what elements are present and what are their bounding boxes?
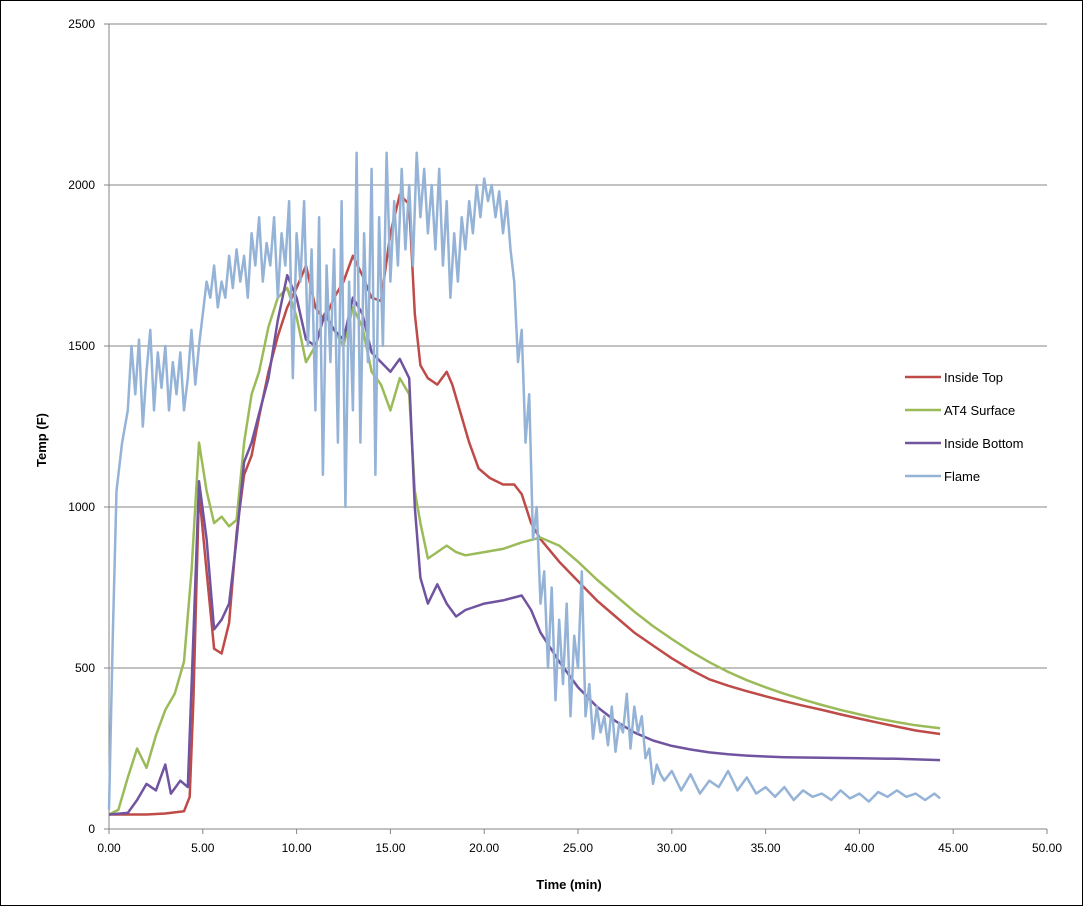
- legend-label-inside-bottom: Inside Bottom: [944, 436, 1024, 451]
- series-line-at4-surface: [108, 286, 941, 816]
- y-tick-label-0: 0: [88, 822, 95, 836]
- series-lines: [107, 151, 941, 816]
- axes: [104, 23, 1048, 834]
- x-axis-title: Time (min): [536, 877, 602, 892]
- x-tick-label-5: 25.00: [563, 841, 593, 855]
- x-tick-label-8: 40.00: [844, 841, 874, 855]
- series-line-inside-bottom: [108, 273, 941, 816]
- x-tick-label-0: 0.00: [97, 841, 121, 855]
- x-tick-label-7: 35.00: [751, 841, 781, 855]
- x-tick-label-6: 30.00: [657, 841, 687, 855]
- x-tick-label-2: 10.00: [282, 841, 312, 855]
- x-tick-label-4: 20.00: [469, 841, 499, 855]
- x-tick-label-3: 15.00: [375, 841, 405, 855]
- x-tick-label-9: 45.00: [938, 841, 968, 855]
- series-line-inside-top: [109, 193, 941, 816]
- x-tick-label-10: 50.00: [1032, 841, 1062, 855]
- y-tick-label-1: 500: [75, 661, 95, 675]
- legend-label-flame: Flame: [944, 469, 980, 484]
- tick-labels: 0 500 1000 1500 2000 2500 0.00 5.00 10.00 15.00 20…: [68, 17, 1062, 855]
- legend-label-at4-surface: AT4 Surface: [944, 403, 1015, 418]
- series-line-flame: [107, 151, 941, 810]
- y-axis-title: Temp (F): [34, 413, 49, 467]
- y-tick-label-2: 1000: [68, 500, 95, 514]
- y-tick-label-4: 2000: [68, 178, 95, 192]
- y-tick-label-5: 2500: [68, 17, 95, 31]
- legend-label-inside-top: Inside Top: [944, 370, 1003, 385]
- legend: Inside Top AT4 Surface Inside Bottom Flame: [905, 370, 1024, 484]
- x-tick-label-1: 5.00: [191, 841, 215, 855]
- y-tick-label-3: 1500: [68, 339, 95, 353]
